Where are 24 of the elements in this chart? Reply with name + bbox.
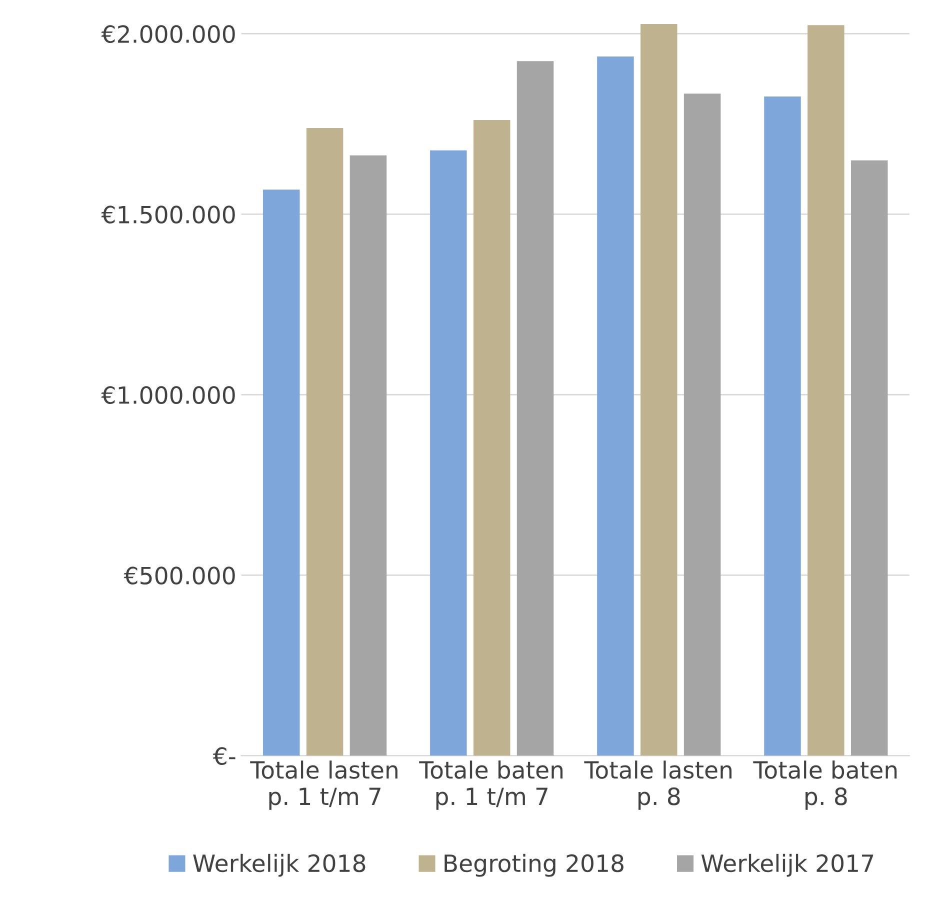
bar bbox=[516, 61, 554, 756]
bar bbox=[850, 160, 888, 756]
x-tick-label: Totale lasten p. 1 t/m 7 bbox=[250, 760, 398, 810]
bar bbox=[640, 24, 678, 756]
y-tick-label: €2.000.000 bbox=[101, 25, 235, 44]
x-tick-label: Totale baten p. 8 bbox=[753, 760, 897, 810]
legend-label: Begroting 2018 bbox=[444, 854, 624, 877]
bar bbox=[430, 150, 467, 756]
y-tick-label: €1.500.000 bbox=[101, 206, 235, 224]
y-tick-label: €- bbox=[212, 747, 236, 766]
bar bbox=[350, 155, 387, 756]
legend-label: Werkelijk 2018 bbox=[193, 854, 366, 877]
bar bbox=[684, 94, 721, 756]
bar bbox=[306, 128, 344, 756]
x-tick-label: Totale lasten p. 8 bbox=[584, 760, 732, 810]
x-tick-label: Totale baten p. 1 t/m 7 bbox=[419, 760, 563, 810]
y-tick-label: €1.000.000 bbox=[101, 386, 235, 404]
bar bbox=[262, 190, 300, 756]
bar bbox=[808, 25, 844, 756]
legend-label: Werkelijk 2017 bbox=[701, 854, 874, 877]
bar bbox=[473, 120, 510, 756]
y-tick-label: €500.000 bbox=[124, 566, 235, 585]
bar bbox=[597, 56, 634, 756]
bar bbox=[764, 96, 801, 756]
